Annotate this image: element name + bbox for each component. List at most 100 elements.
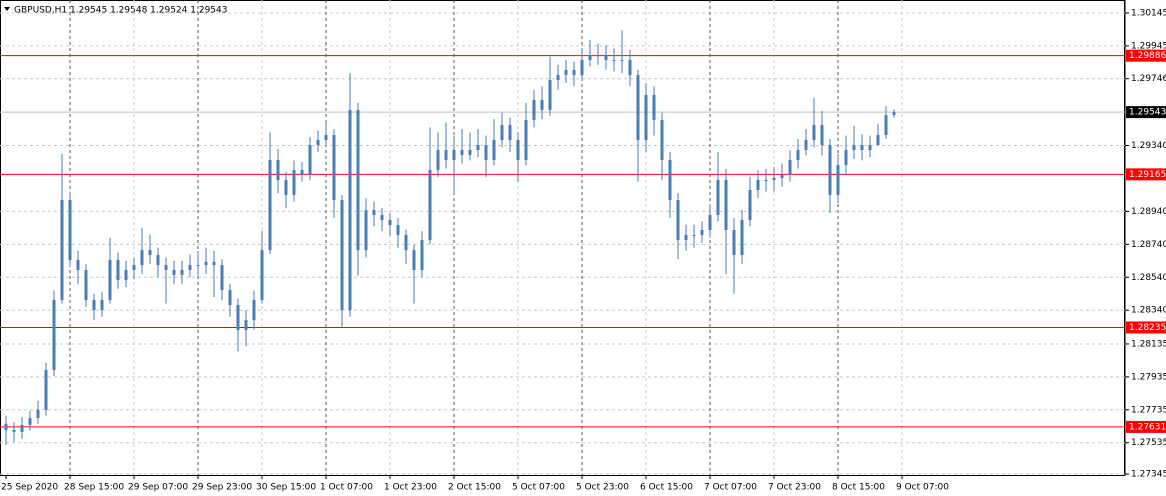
candle-body [212,261,216,266]
x-tick-label: 29 Sep 07:00 [128,483,188,493]
candle-body [444,149,448,161]
candle-body [724,179,728,231]
candle-body [492,139,496,161]
x-tick-label: 1 Oct 07:00 [320,483,373,493]
candle-body [452,149,456,161]
candle-body [876,135,880,146]
candle-body [780,175,784,178]
candle-body [180,270,184,275]
candle-body [12,430,16,433]
candle-body [108,259,112,300]
candle-body [716,179,720,216]
candle-body [20,424,24,433]
candle-body [436,149,440,171]
candle-body [372,210,376,216]
candle-body [676,200,680,241]
y-tick-label: 1.28740 [1131,240,1166,250]
candle-body [188,265,192,271]
candle-body [124,270,128,281]
candle-body [404,234,408,251]
level-tag [1126,420,1166,433]
candle-body [468,149,472,155]
candle-body [292,170,296,195]
candle-body [708,215,712,231]
level-tag [1126,321,1166,334]
candle-body [644,95,648,140]
y-tick-label: 1.30145 [1131,9,1166,19]
candle-body [228,289,232,306]
menu-arrow [4,7,10,11]
y-tick-label: 1.28540 [1131,273,1166,283]
candle-body [164,265,168,271]
x-tick-label: 29 Sep 23:00 [192,483,252,493]
candle-body [852,145,856,150]
candle-body [868,145,872,150]
candle-body [596,54,600,56]
candle-body [260,250,264,300]
candle-body [748,190,752,220]
candle-body [28,418,32,425]
candle-body [572,69,576,76]
candle-body [4,423,8,431]
x-tick-label: 5 Oct 23:00 [576,483,629,493]
candle-body [844,149,848,165]
x-tick-label: 7 Oct 07:00 [704,483,757,493]
candle-body [796,149,800,161]
candle-body [500,124,504,140]
x-tick-label: 28 Sep 15:00 [64,483,124,493]
level-tag-label: 1.28235 [1129,323,1166,333]
y-tick-label: 1.29945 [1131,41,1166,51]
candle-body [140,250,144,266]
level-tag [1126,49,1166,62]
candle-body [316,139,320,146]
candle-body [380,215,384,220]
candle-body [460,149,464,155]
candle-body [612,59,616,61]
candle-body [628,59,632,76]
x-tick-label: 8 Oct 15:00 [832,483,885,493]
candle-body [684,234,688,241]
candle-body [764,179,768,181]
candle-body [364,210,368,251]
candle-body [412,250,416,271]
chart-title: GBPUSD,H1 1.29545 1.29548 1.29524 1.2954… [14,6,227,16]
x-tick-label: 7 Oct 23:00 [768,483,821,493]
candle-body [772,177,776,180]
candle-body [356,109,360,251]
x-tick-label: 1 Oct 23:00 [384,483,437,493]
candle-body [428,170,432,241]
candle-body [300,170,304,176]
candle-body [652,95,656,121]
candle-body [604,54,608,60]
candle-body [732,230,736,256]
candle-body [220,265,224,290]
candle-body [52,299,56,370]
candle-body [204,261,208,266]
candle-body [532,99,536,121]
candle-body [660,120,664,161]
candle-body [348,109,352,311]
candle-body [388,219,392,226]
candle-body [524,120,528,161]
candle-body [252,299,256,321]
candle-body [588,54,592,60]
candle-body [196,265,200,267]
candle-body [68,200,72,260]
y-tick-label: 1.29340 [1131,141,1166,151]
candle-body [668,160,672,201]
candle-body [100,299,104,311]
candle-body [324,135,328,140]
candle-body [548,80,552,110]
candle-body [284,179,288,195]
candle-body [812,124,816,140]
candle-body [828,145,832,195]
candle-body [476,145,480,150]
candle-body [556,75,560,81]
candle-body [308,145,312,176]
candle-body [788,160,792,176]
candle-body [92,299,96,311]
candle-body [276,160,280,180]
candle-body [156,255,160,266]
candle-body [60,200,64,300]
level-tag-label: 1.27631 [1129,422,1166,432]
